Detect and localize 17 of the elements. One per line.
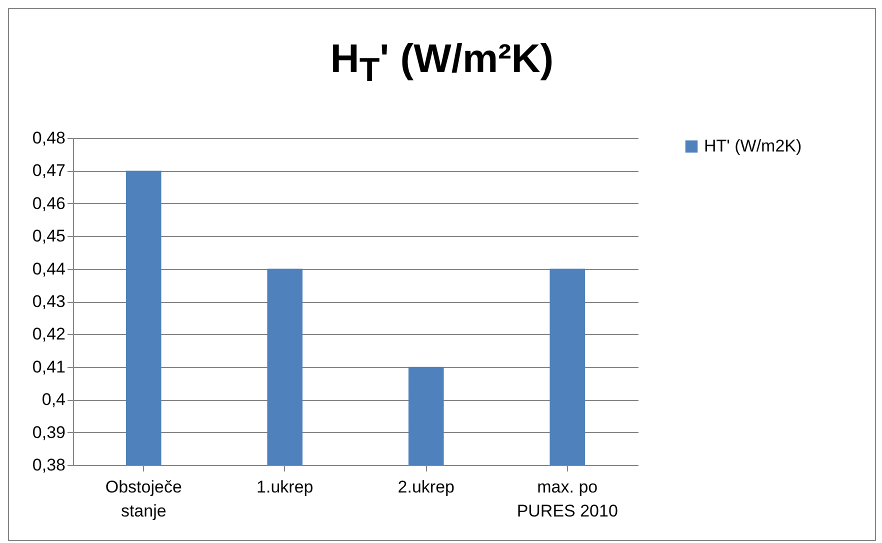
y-tick-label: 0,45 — [32, 226, 66, 246]
y-tick-label: 0,41 — [32, 357, 66, 376]
x-tick-label: max. po PURES 2010 — [516, 478, 618, 520]
y-tick-label: 0,43 — [32, 292, 66, 311]
legend-label: HT' (W/m2K) — [704, 136, 802, 156]
y-tick-label: 0,42 — [32, 324, 66, 344]
chart-title: H$_{T}$' (W/m²K) — [329, 37, 555, 90]
y-tick-label: 0,38 — [32, 456, 66, 474]
y-tick-label: 0,44 — [32, 259, 66, 278]
y-tick-label: 0,48 — [32, 128, 66, 148]
x-tick-label: Obstoječe stanje — [105, 478, 182, 520]
y-tick-label: 0,39 — [32, 422, 66, 442]
y-tick-label: 0,47 — [32, 161, 66, 180]
x-tick-label: 2.ukrep — [398, 478, 454, 496]
y-tick-label: 0,4 — [42, 390, 66, 410]
y-tick-label: 0,46 — [32, 194, 66, 213]
x-tick-label: 1.ukrep — [256, 478, 314, 496]
